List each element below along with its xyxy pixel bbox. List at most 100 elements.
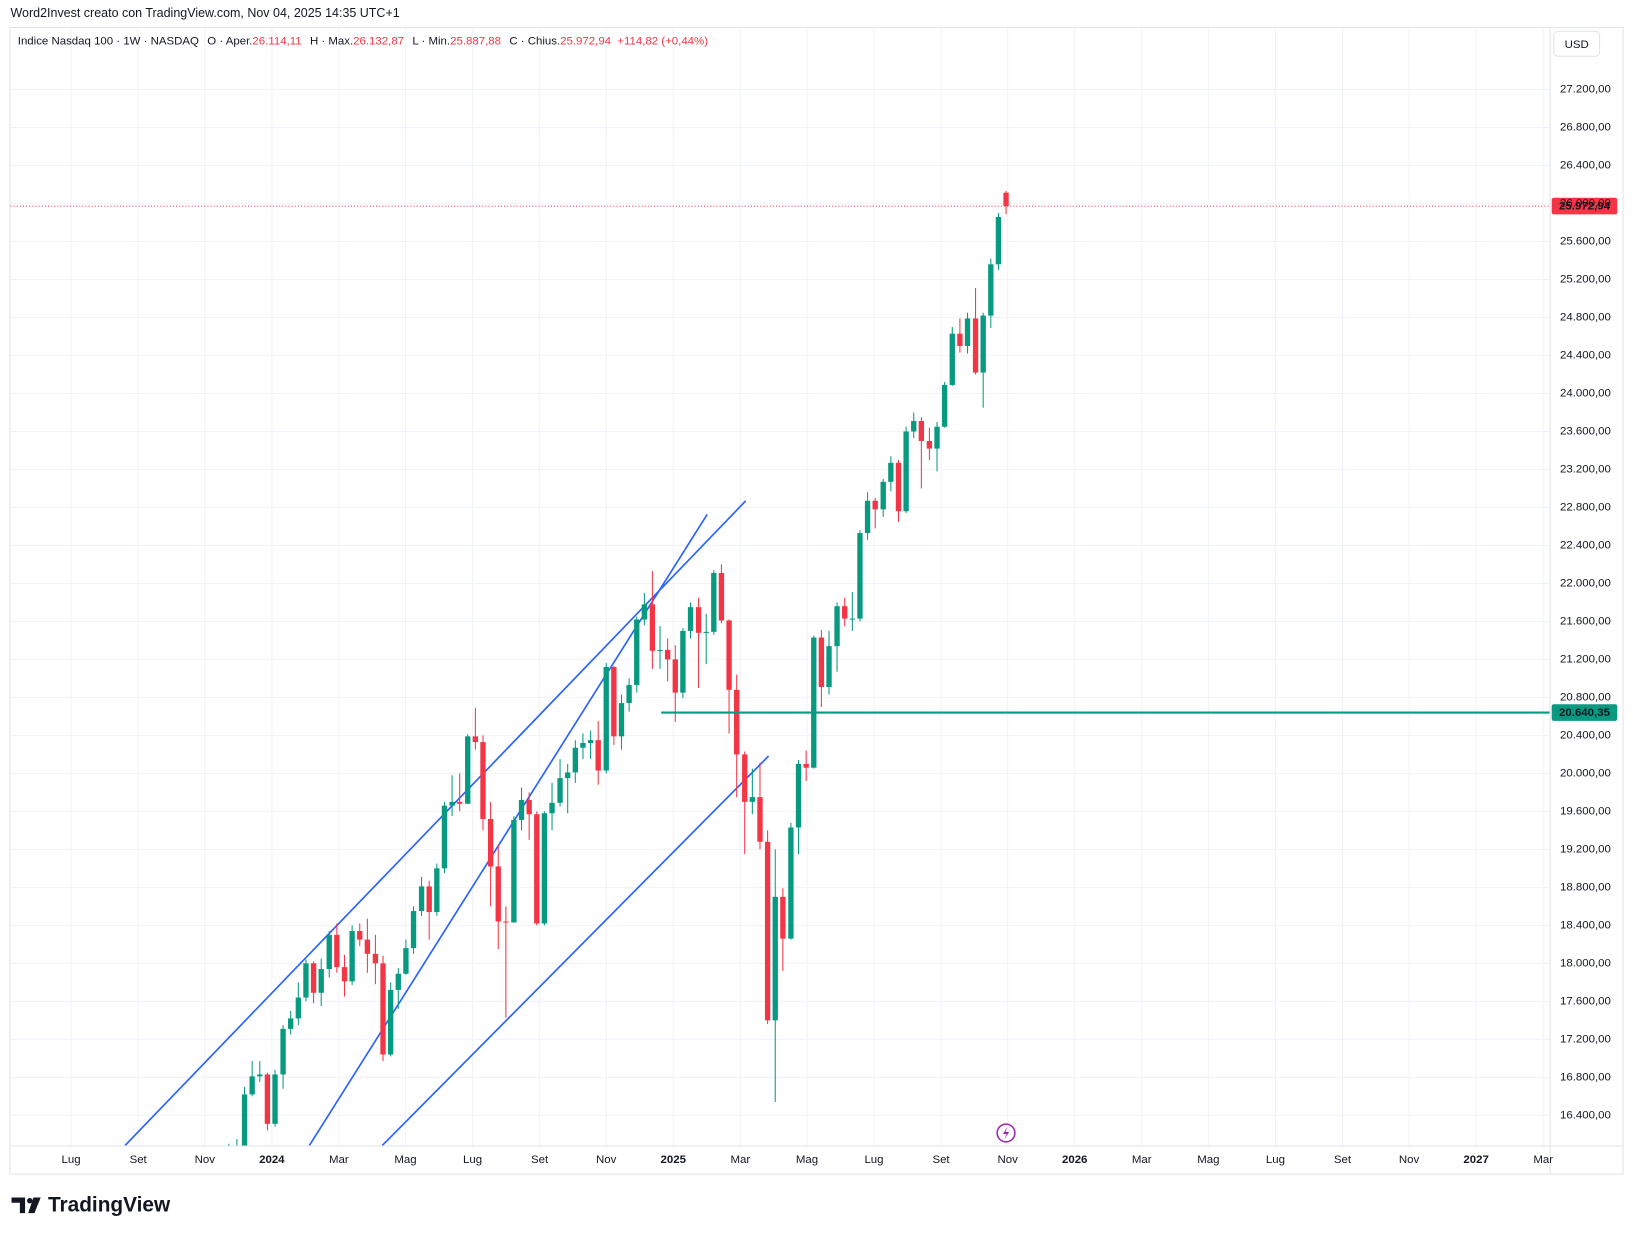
- candle-body: [795, 763, 802, 828]
- candle-body: [457, 801, 463, 804]
- legend-symbol: Indice Nasdaq 100 · 1W · NASDAQ: [18, 36, 199, 48]
- candle-body: [511, 819, 517, 923]
- logo-mark: [27, 1197, 33, 1204]
- candle-body: [557, 778, 563, 803]
- y-tick-label: 22.800,00: [1560, 501, 1611, 513]
- y-tick-label: 18.800,00: [1560, 881, 1611, 893]
- x-tick-label: Mar: [329, 1154, 349, 1166]
- y-tick-label: 26.800,00: [1560, 122, 1611, 134]
- currency-button[interactable]: [1553, 30, 1601, 57]
- candle-body: [811, 637, 817, 768]
- candle-body: [972, 318, 979, 373]
- candle-body: [272, 1074, 278, 1124]
- candle-body: [995, 217, 1002, 265]
- candle-body: [480, 742, 486, 819]
- candle-body: [649, 604, 656, 651]
- candle-body: [672, 659, 678, 693]
- x-tick-label: 2025: [661, 1154, 687, 1166]
- y-tick-label: 18.000,00: [1560, 957, 1611, 969]
- x-tick-label: Nov: [195, 1154, 216, 1166]
- candle-body: [687, 607, 694, 631]
- y-tick-label: 23.200,00: [1560, 463, 1611, 475]
- candle-body: [895, 462, 902, 512]
- y-tick-label: 17.200,00: [1560, 1033, 1611, 1045]
- trend-line: [381, 755, 770, 1146]
- candle-body: [334, 934, 340, 968]
- candle-body: [526, 799, 532, 815]
- candle-body: [964, 318, 971, 346]
- y-tick-label: 21.600,00: [1560, 615, 1611, 627]
- candle-body: [918, 421, 925, 441]
- candle-body: [634, 619, 640, 686]
- x-tick-label: 2026: [1062, 1154, 1087, 1166]
- candle-body: [734, 689, 740, 755]
- candle-body: [587, 740, 594, 743]
- candle-body: [626, 685, 632, 704]
- y-tick-label: 25.600,00: [1560, 236, 1611, 248]
- candle-body: [295, 997, 301, 1019]
- legend-key: C · Chius.: [509, 36, 560, 48]
- candles: [226, 190, 1009, 1155]
- legend-key: O · Aper.: [207, 36, 252, 48]
- candle-body: [618, 703, 625, 737]
- x-tick-label: Mag: [796, 1154, 818, 1166]
- candle-body: [611, 667, 617, 737]
- candle-body: [288, 1018, 294, 1029]
- y-tick-label: 23.600,00: [1560, 426, 1611, 438]
- legend-text: Indice Nasdaq 100 · 1W · NASDAQ O · Aper.…: [18, 36, 708, 48]
- x-tick-label: Nov: [596, 1154, 617, 1166]
- trend-line: [308, 513, 708, 1146]
- candle-body: [380, 963, 386, 1055]
- x-tick-label: Lug: [463, 1154, 482, 1166]
- candle-body: [957, 333, 963, 346]
- candle-body: [888, 462, 894, 482]
- candle-body: [757, 797, 763, 842]
- legend-value: 25.972,94: [560, 36, 612, 48]
- candle-body: [680, 630, 686, 693]
- candle-body: [241, 1094, 248, 1146]
- candle-body: [711, 572, 717, 632]
- y-tick-label: 16.400,00: [1560, 1109, 1611, 1121]
- candle-body: [226, 1154, 231, 1155]
- candle-body: [280, 1028, 286, 1075]
- candle-body: [410, 911, 417, 949]
- y-tick-label: 17.600,00: [1560, 995, 1611, 1007]
- grid: [10, 28, 1550, 1146]
- candle-body: [880, 481, 886, 510]
- candle-body: [657, 649, 663, 651]
- candle-body: [418, 886, 425, 912]
- currency[interactable]: USD: [1565, 39, 1589, 51]
- candle-body: [988, 264, 994, 316]
- candle-body: [395, 973, 401, 990]
- x-tick-label: 2024: [259, 1154, 285, 1166]
- y-tick-label: 27.200,00: [1560, 84, 1611, 96]
- candle-body: [495, 866, 501, 922]
- alert-icon[interactable]: [996, 1123, 1016, 1143]
- candle-body: [664, 649, 671, 660]
- candle-body: [742, 754, 748, 802]
- candle-body: [903, 431, 909, 512]
- candle-body: [441, 805, 448, 869]
- legend-key: L · Min.: [412, 36, 450, 48]
- candle-body: [387, 989, 394, 1055]
- price-label: 25.972,94: [1559, 201, 1611, 213]
- candle-body: [534, 814, 540, 924]
- candle-body: [703, 631, 709, 633]
- legend-value: 25.887,88: [450, 36, 501, 48]
- price-label: 20.640,35: [1559, 707, 1611, 719]
- candle-body: [803, 763, 809, 768]
- candle-body: [911, 421, 917, 432]
- x-tick-label: Set: [531, 1154, 549, 1166]
- alert-bolt[interactable]: [1002, 1126, 1010, 1140]
- candle-body: [465, 736, 471, 804]
- y-tick-label: 22.000,00: [1560, 577, 1611, 589]
- brand-name: TradingView: [48, 1193, 171, 1216]
- candle-body: [341, 967, 348, 982]
- y-tick-label: 26.400,00: [1560, 160, 1611, 172]
- candle-body: [595, 740, 601, 771]
- legend: Indice Nasdaq 100 · 1W · NASDAQ O · Aper.…: [18, 36, 708, 48]
- candle-body: [434, 868, 440, 913]
- candle-body: [349, 931, 355, 982]
- candle-body: [949, 333, 955, 385]
- y-tick-label: 20.400,00: [1560, 729, 1611, 741]
